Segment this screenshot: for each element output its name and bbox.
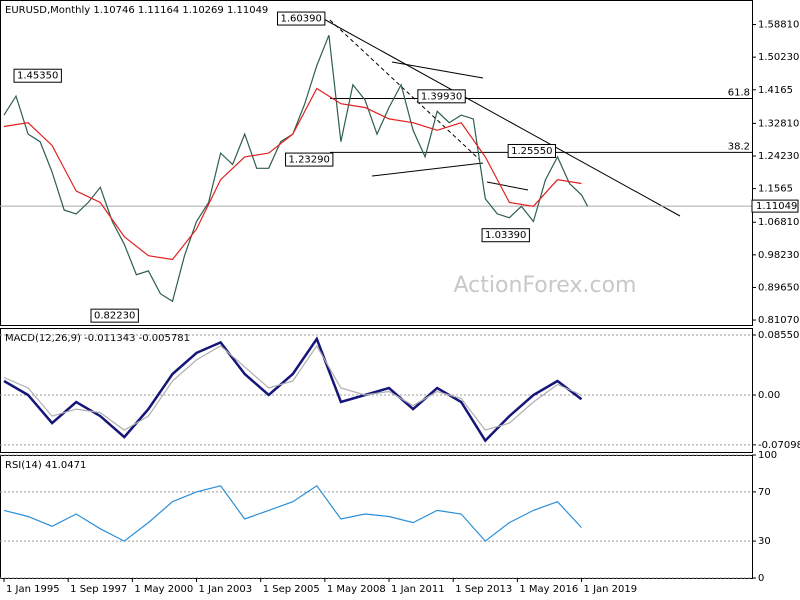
annotation-box (13, 68, 62, 83)
y-tick-label: 30 (758, 536, 771, 547)
panel-title: RSI(14) 41.0471 (5, 460, 86, 471)
annotation-label: 1.25550 (511, 146, 552, 157)
panel-frame (0, 328, 753, 453)
y-tick-label: 1.06810 (758, 217, 799, 228)
annotation-box (285, 152, 334, 167)
annotation-label: 1.23290 (289, 155, 330, 166)
panel-title: MACD(12,26,9) -0.011343 -0.005781 (5, 333, 190, 344)
annotation-box (507, 143, 556, 158)
y-tick-label: 1.4165 (758, 85, 793, 96)
fib-label: 38.2 (728, 141, 750, 152)
y-tick-label: 0 (758, 573, 764, 584)
y-tick-label: 0.81070 (758, 315, 799, 326)
x-tick-label: 1 May 2016 (519, 584, 578, 595)
x-tick-label: 1 Jan 1995 (6, 584, 60, 595)
annotation-box (90, 308, 139, 323)
annotation-box (277, 11, 326, 26)
panel-title: EURUSD,Monthly 1.10746 1.11164 1.10269 1… (5, 5, 268, 16)
panel-frame (0, 0, 753, 326)
x-tick-label: 1 May 2008 (327, 584, 386, 595)
y-tick-label: -0.070989 (758, 440, 800, 451)
price-annotation: 1.39930 (417, 89, 466, 104)
annotation-label: 1.60390 (281, 14, 322, 25)
y-tick-label: 1.24230 (758, 151, 799, 162)
y-tick-label: 0.085509 (758, 330, 800, 341)
annotation-label: 0.82230 (94, 311, 135, 322)
annotation-label: 1.45350 (17, 71, 58, 82)
last-price-box (751, 199, 799, 213)
price-annotation: 1.03390 (481, 228, 530, 243)
series-line (3, 344, 582, 431)
y-tick-label: 0.00 (758, 390, 780, 401)
x-tick-label: 1 Jan 2003 (199, 584, 253, 595)
y-tick-label: 1.1565 (758, 184, 793, 195)
fib-label: 61.8 (728, 88, 750, 99)
series-line (3, 484, 582, 542)
x-tick-label: 1 Sep 1997 (70, 584, 127, 595)
price-annotation: 1.45350 (13, 68, 62, 83)
x-tick-label: 1 May 2000 (134, 584, 193, 595)
y-tick-label: 1.32810 (758, 118, 799, 129)
annotation-label: 1.39930 (421, 91, 462, 102)
series-line (3, 336, 583, 443)
price-annotation: 1.60390 (277, 11, 326, 26)
series-line (3, 34, 589, 303)
annotation-box (481, 228, 530, 243)
x-tick-label: 1 Sep 2013 (455, 584, 512, 595)
y-tick-label: 100 (758, 450, 777, 461)
x-tick-label: 1 Jan 2011 (391, 584, 445, 595)
series-line (3, 87, 582, 261)
last-price-label: 1.11049 (756, 201, 797, 212)
y-tick-label: 1.50230 (758, 52, 799, 63)
y-tick-label: 70 (758, 487, 771, 498)
trend-lines (321, 17, 681, 217)
y-tick-label: 0.98230 (758, 250, 799, 261)
y-tick-label: 0.89650 (758, 282, 799, 293)
price-annotation: 0.82230 (90, 308, 139, 323)
annotation-box (417, 89, 466, 104)
annotation-label: 1.03390 (485, 230, 526, 241)
y-tick-label: 1.58810 (758, 20, 799, 31)
x-tick-label: 1 Jan 2019 (584, 584, 638, 595)
watermark: ActionForex.com (454, 273, 637, 298)
price-annotation: 1.23290 (285, 152, 334, 167)
price-annotation: 1.25550 (507, 143, 556, 158)
x-tick-label: 1 Sep 2005 (263, 584, 320, 595)
